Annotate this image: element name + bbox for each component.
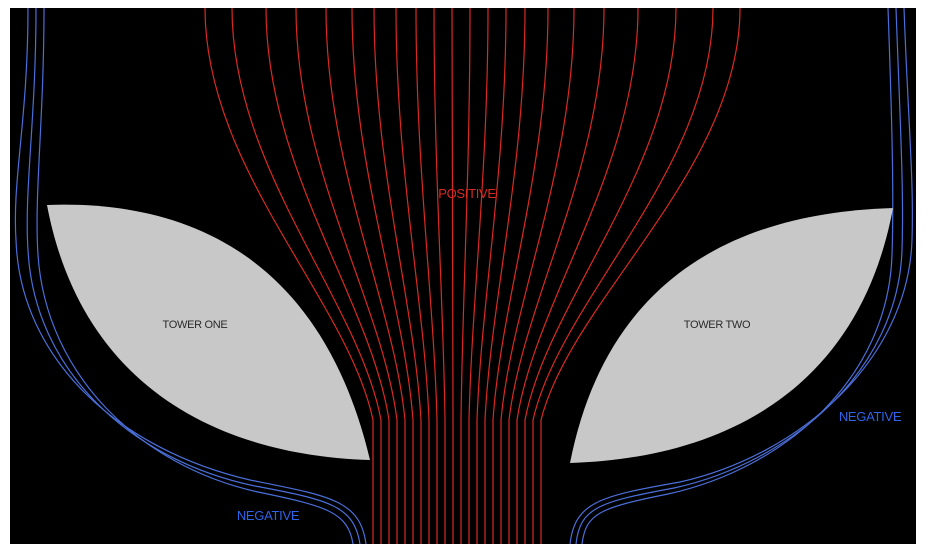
positive-flow-line	[540, 7, 741, 544]
negative-flow-line	[581, 7, 894, 545]
negative-flow-line	[575, 7, 904, 545]
positive-flow-lines	[204, 7, 741, 544]
positive-flow-line	[508, 7, 605, 544]
positive-flow-line	[532, 7, 714, 544]
tower-two-shape	[570, 208, 893, 463]
positive-flow-line	[351, 7, 414, 544]
negative-flow-line	[36, 7, 354, 545]
positive-flow-line	[433, 7, 446, 544]
positive-flow-line	[451, 7, 454, 544]
positive-flow-line	[468, 7, 489, 544]
negative-label-left: NEGATIVE	[237, 508, 300, 523]
tower-one-label: TOWER ONE	[163, 319, 228, 331]
positive-flow-line	[500, 7, 575, 544]
positive-flow-line	[231, 7, 382, 544]
tower-two-label: TOWER TWO	[684, 319, 751, 331]
positive-flow-line	[476, 7, 507, 544]
negative-label-right: NEGATIVE	[839, 409, 902, 424]
positive-flow-line	[492, 7, 549, 544]
negative-flow-lines	[14, 7, 913, 545]
positive-flow-line	[395, 7, 430, 544]
positive-flow-line	[204, 7, 374, 544]
negative-flow-line	[14, 7, 367, 545]
negative-flow-line	[569, 7, 913, 545]
positive-flow-line	[524, 7, 677, 544]
negative-flow-line	[26, 7, 361, 545]
positive-flow-line	[373, 7, 422, 544]
positive-flow-line	[484, 7, 526, 544]
tower-one-shape	[47, 204, 370, 460]
positive-flow-line	[516, 7, 639, 544]
positive-flow-line	[415, 7, 438, 544]
positive-label: POSITIVE	[438, 186, 496, 201]
positive-flow-line	[460, 7, 471, 544]
positive-flow-line	[325, 7, 406, 544]
positive-flow-line	[265, 7, 390, 544]
positive-flow-line	[295, 7, 398, 544]
